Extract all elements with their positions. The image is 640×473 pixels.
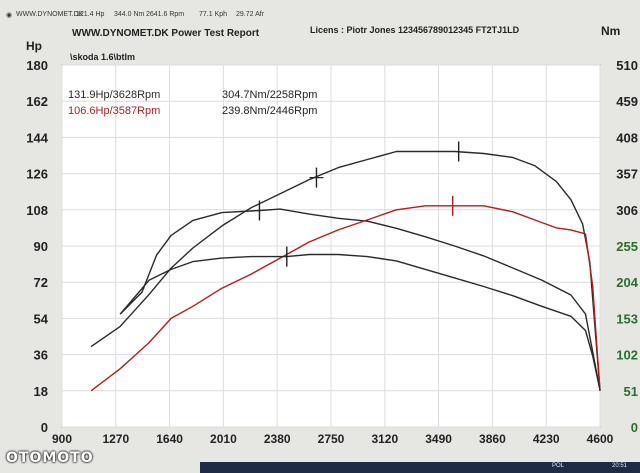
- x-tick-label: 3490: [425, 432, 452, 446]
- x-tick-label: 4600: [587, 432, 614, 446]
- car-label: \skoda 1.6\btlm: [70, 52, 135, 62]
- taskbar-clock: 20:51: [612, 463, 628, 469]
- left-tick-label: 18: [34, 384, 48, 399]
- summary-torque: 239.8Nm/2446Rpm: [222, 105, 317, 117]
- right-tick-label: 510: [616, 58, 638, 73]
- x-tick-label: 2750: [318, 432, 345, 446]
- x-tick-label: 4230: [533, 432, 560, 446]
- right-tick-label: 357: [616, 167, 638, 182]
- series-line: [119, 208, 601, 391]
- x-tick-label: 3120: [371, 432, 398, 446]
- x-tick-label: 1270: [102, 432, 129, 446]
- left-tick-label: 54: [34, 311, 49, 326]
- series-line: [90, 205, 601, 392]
- right-tick-label: 459: [616, 94, 638, 109]
- left-tick-label: 162: [26, 94, 48, 109]
- peak-markers: [258, 141, 460, 267]
- live-rpm-readout: 2641.6 Rpm: [146, 11, 185, 18]
- app-url-text: WWW.DYNOMET.DK: [16, 11, 84, 18]
- series-lines: [90, 150, 601, 392]
- x-tick-label: 3860: [479, 432, 506, 446]
- live-nm-readout: 344.0 Nm: [114, 11, 145, 18]
- live-kph-readout: 77.1 Kph: [199, 11, 228, 18]
- left-tick-label: 144: [26, 130, 48, 145]
- left-tick-label: 36: [34, 348, 48, 363]
- right-axis-ticks: 0 51 102 153 204 255 306 357 408 459 510: [616, 58, 638, 435]
- app-logo-icon: ◉: [6, 12, 13, 19]
- left-tick-label: 90: [34, 239, 48, 254]
- right-tick-label: 204: [616, 275, 638, 290]
- right-tick-label: 51: [624, 384, 638, 399]
- series-line: [90, 150, 601, 391]
- left-tick-label: 0: [41, 420, 48, 435]
- left-tick-label: 72: [34, 275, 48, 290]
- right-axis-unit: Nm: [601, 24, 620, 38]
- x-tick-label: 1640: [156, 432, 183, 446]
- chart-title: WWW.DYNOMET.DK Power Test Report: [72, 28, 260, 39]
- left-axis-unit: Hp: [26, 39, 42, 53]
- live-hp-readout: 121.4 Hp: [76, 11, 105, 18]
- taskbar-language: POL: [552, 463, 565, 469]
- peak-summary: 131.9Hp/3628Rpm 304.7Nm/2258Rpm 106.6Hp/35…: [68, 89, 317, 117]
- summary-power: 106.6Hp/3587Rpm: [68, 105, 160, 117]
- right-tick-label: 306: [616, 203, 638, 218]
- left-axis-ticks: 0 18 36 54 72 90 108 126 144 162 180: [26, 58, 48, 435]
- x-tick-label: 900: [52, 432, 72, 446]
- status-bar: ◉ WWW.DYNOMET.DK 121.4 Hp 344.0 Nm 2641.…: [0, 9, 640, 21]
- right-tick-label: 0: [631, 420, 638, 435]
- right-tick-label: 153: [616, 311, 638, 326]
- left-tick-label: 180: [26, 58, 48, 73]
- summary-power: 131.9Hp/3628Rpm: [68, 89, 160, 101]
- x-tick-label: 2380: [264, 432, 291, 446]
- right-tick-label: 408: [616, 130, 638, 145]
- right-tick-label: 102: [616, 348, 638, 363]
- watermark-text: OTOMOTO: [6, 450, 94, 466]
- x-tick-label: 2010: [210, 432, 237, 446]
- x-axis-ticks: 900 1270 1640 2010 2380 2750 3120 3490 3860 4230 4…: [52, 432, 614, 446]
- left-tick-label: 108: [26, 203, 48, 218]
- live-afr-readout: 29.72 Afr: [236, 11, 265, 18]
- right-tick-label: 255: [616, 239, 638, 254]
- grid: [61, 64, 601, 428]
- left-tick-label: 126: [26, 167, 48, 182]
- taskbar: POL 20:51: [200, 462, 640, 473]
- license-text: Licens : Piotr Jones 123456789012345 FT2…: [310, 25, 520, 35]
- series-line: [119, 253, 601, 391]
- summary-torque: 304.7Nm/2258Rpm: [222, 89, 317, 101]
